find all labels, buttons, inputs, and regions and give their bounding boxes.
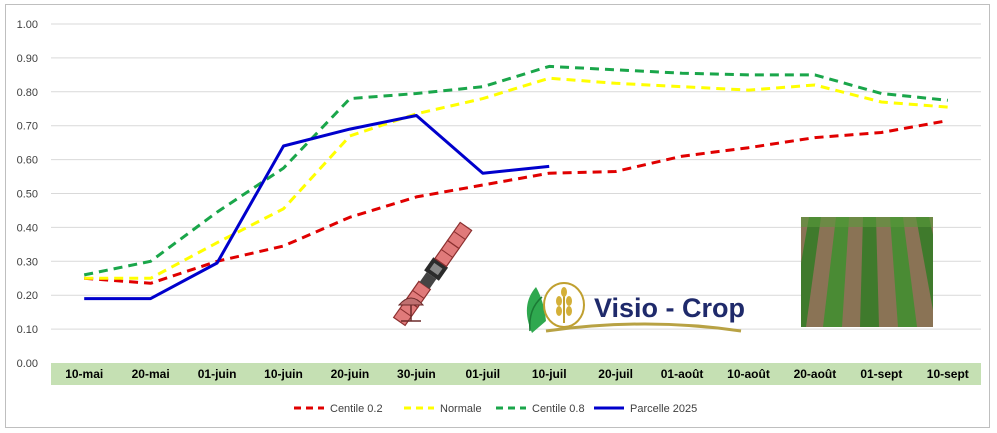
legend-item-3: Centile 0.8 [496,403,585,415]
x-tick-label: 01-août [661,367,704,381]
legend: Centile 0.2 Normale Centile 0.8 Parcelle 20… [294,403,697,415]
y-tick-label: 0.80 [17,87,38,99]
y-tick-label: 0.10 [17,324,38,336]
legend-label: Normale [440,403,482,415]
y-tick-label: 0.30 [17,256,38,268]
logo-text: Visio - Crop [594,293,745,323]
legend-label: Centile 0.8 [532,403,585,415]
x-axis-band [51,363,981,385]
legend-item-2: Normale [404,403,482,415]
x-tick-label: 10-juin [264,367,303,381]
x-tick-label: 01-juin [198,367,237,381]
x-tick-label: 20-juil [598,367,633,381]
x-tick-label: 10-mai [65,367,103,381]
x-tick-label: 20-mai [132,367,170,381]
legend-item-4: Parcelle 2025 [594,403,697,415]
legend-item-1: Centile 0.2 [294,403,383,415]
y-tick-label: 0.00 [17,358,38,370]
x-tick-label: 20-août [794,367,837,381]
x-tick-label: 10-août [727,367,770,381]
legend-label: Parcelle 2025 [630,403,697,415]
crop-field-photo [801,217,933,327]
wheat-hand-logo-icon [526,282,585,333]
ndvi-line-chart: 0.00 0.10 0.20 0.30 0.40 0.50 0.60 0.70 0.80 0.90… [17,19,981,415]
x-tick-label: 30-juin [397,367,436,381]
x-tick-label: 01-juil [465,367,500,381]
y-tick-label: 0.70 [17,121,38,133]
x-tick-label: 01-sept [860,367,902,381]
x-axis-ticks: 10-mai 20-mai 01-juin 10-juin 20-juin 30-juin… [65,367,969,381]
series-line-3 [83,64,948,277]
y-tick-label: 0.20 [17,290,38,302]
x-tick-label: 10-sept [927,367,969,381]
series-line-2 [84,76,948,280]
chart-frame: 0.00 0.10 0.20 0.30 0.40 0.50 0.60 0.70 0.80 0.90… [5,4,990,428]
y-tick-label: 0.90 [17,53,38,65]
y-axis-ticks: 0.00 0.10 0.20 0.30 0.40 0.50 0.60 0.70 0.80 0.90… [17,19,38,370]
y-tick-label: 1.00 [17,19,38,31]
series-lines [83,64,949,301]
logo-arc [545,322,742,333]
series-line-4 [84,114,550,301]
grid-lines [51,23,981,330]
visio-crop-logo: Visio - Crop [526,282,745,333]
satellite-icon [392,221,473,327]
series-line-1 [84,119,949,285]
x-tick-label: 20-juin [331,367,370,381]
legend-label: Centile 0.2 [330,403,383,415]
y-tick-label: 0.40 [17,222,38,234]
x-tick-label: 10-juil [532,367,567,381]
y-tick-label: 0.60 [17,155,38,167]
y-tick-label: 0.50 [17,189,38,201]
